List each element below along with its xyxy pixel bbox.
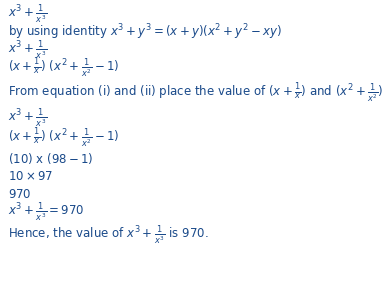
Text: $x^3 + \frac{1}{x^3}$: $x^3 + \frac{1}{x^3}$	[8, 2, 47, 26]
Text: $10 \times 97$: $10 \times 97$	[8, 169, 53, 182]
Text: $x^3 + \frac{1}{x^3}$: $x^3 + \frac{1}{x^3}$	[8, 38, 47, 62]
Text: From equation (i) and (ii) place the value of $(x + \frac{1}{x})$ and $(x^2 + \f: From equation (i) and (ii) place the val…	[8, 81, 383, 105]
Text: $(10)$ x $(98 - 1)$: $(10)$ x $(98 - 1)$	[8, 150, 93, 166]
Text: Hence, the value of $x^3 + \frac{1}{x^3}$ is 970.: Hence, the value of $x^3 + \frac{1}{x^3}…	[8, 223, 208, 246]
Text: $(x + \frac{1}{x})$ $(x^2 + \frac{1}{x^2} - 1)$: $(x + \frac{1}{x})$ $(x^2 + \frac{1}{x^2…	[8, 126, 119, 150]
Text: by using identity $x^3 + y^3 = (x + y)(x^2 + y^2 - xy)$: by using identity $x^3 + y^3 = (x + y)(x…	[8, 22, 282, 42]
Text: $x^3 + \frac{1}{x^3} = 970$: $x^3 + \frac{1}{x^3} = 970$	[8, 200, 85, 223]
Text: $970$: $970$	[8, 187, 32, 200]
Text: $x^3 + \frac{1}{x^3}$: $x^3 + \frac{1}{x^3}$	[8, 107, 47, 129]
Text: $(x + \frac{1}{x})$ $(x^2 + \frac{1}{x^2} - 1)$: $(x + \frac{1}{x})$ $(x^2 + \frac{1}{x^2…	[8, 56, 119, 80]
